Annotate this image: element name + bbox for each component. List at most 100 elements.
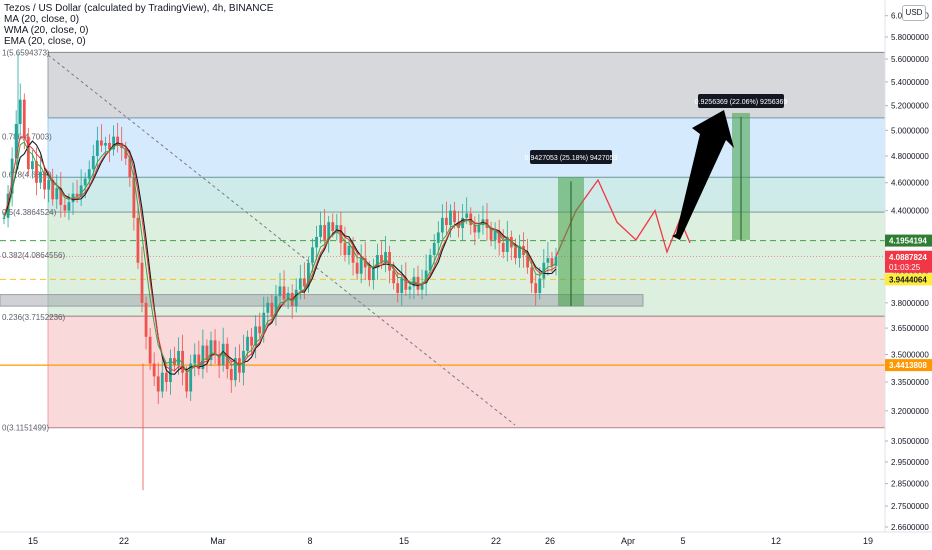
candle-body	[445, 217, 448, 226]
candle-body	[380, 255, 383, 263]
candle-body	[221, 343, 225, 366]
candle-body	[132, 177, 136, 218]
candle-body	[497, 230, 501, 243]
price-tag-upper-blue-line	[885, 234, 932, 247]
zone-blue-zone	[47, 117, 886, 178]
candle-body	[14, 124, 18, 159]
candle-body	[22, 99, 26, 137]
candle-body	[100, 140, 103, 146]
x-tick-label: 8	[307, 536, 312, 546]
candle-body	[26, 136, 30, 170]
x-tick-label: 15	[399, 536, 409, 546]
candle-body	[2, 217, 6, 219]
candle-body	[10, 158, 14, 194]
candle-body	[67, 202, 71, 211]
wma-line	[3, 136, 557, 373]
fib-label: 0.618(4.6388)	[2, 171, 52, 180]
y-tick-label: 4.4000000	[891, 207, 929, 216]
candle-body	[493, 230, 497, 240]
candle-body	[79, 185, 83, 197]
measure-label-2: 0.9256369 (22.06%) 9256369	[695, 99, 788, 106]
candle-body	[75, 193, 79, 197]
measure-label-1: 0.9427053 (25.18%) 9427053	[525, 155, 618, 162]
candle-body	[465, 213, 469, 218]
candle-body	[522, 245, 525, 256]
price-tag-text: 3.9444064	[889, 275, 927, 284]
candle-body	[262, 312, 266, 334]
candle-body	[331, 222, 335, 231]
candle-body	[392, 270, 396, 284]
candle-body	[270, 302, 274, 317]
price-tag-text: 3.4413808	[889, 361, 927, 370]
price-tag-yellow-line	[885, 273, 932, 286]
x-tick-label: Apr	[621, 536, 635, 546]
candle-body	[250, 336, 253, 346]
candle-body	[87, 169, 91, 179]
candle-body	[367, 267, 371, 281]
price-tag-countdown: 01:03:25	[889, 263, 921, 272]
candle-body	[18, 99, 22, 125]
y-tick-label: 3.2000000	[891, 407, 929, 416]
fib-label: 0(3.1151499)	[2, 424, 49, 433]
y-tick-label: 5.8000000	[891, 33, 929, 42]
candle-body	[347, 245, 351, 256]
measure-label-bg-1	[530, 150, 612, 164]
legend-ema: EMA (20, close, 0)	[4, 36, 86, 47]
candle-body	[209, 340, 213, 360]
candle-body	[156, 376, 160, 392]
candle-body	[282, 286, 286, 300]
candle-body	[229, 369, 233, 381]
candle-body	[233, 358, 237, 381]
x-tick-label: 15	[28, 536, 38, 546]
candle-body	[477, 225, 481, 233]
candle-body	[343, 242, 347, 256]
y-tick-label: 3.0500000	[891, 437, 929, 446]
candle-body	[554, 256, 558, 266]
fib-label: 0.236(3.7152236)	[2, 313, 66, 322]
price-tag-orange-line	[885, 359, 932, 372]
zone-grey-zone	[47, 51, 886, 119]
candle-body	[538, 278, 542, 293]
candle-body	[35, 161, 38, 183]
y-tick-label: 2.9500000	[891, 458, 929, 467]
zone-red-zone	[47, 315, 886, 429]
candle-body	[420, 283, 424, 290]
y-tick-label: 4.8000000	[891, 152, 929, 161]
y-tick-label: 2.8500000	[891, 480, 929, 489]
y-tick-label: 3.6500000	[891, 324, 929, 333]
candle-body	[518, 245, 521, 259]
candle-body	[124, 148, 128, 159]
fib-label: 0.382(4.0864556)	[2, 251, 66, 260]
y-tick-label: 3.3500000	[891, 378, 929, 387]
legend-wma: WMA (20, close, 0)	[4, 25, 89, 36]
candle-body	[428, 255, 432, 271]
candle-body	[63, 204, 67, 211]
candle-body	[315, 236, 318, 248]
candle-body	[424, 270, 428, 284]
y-tick-label: 5.4000000	[891, 78, 929, 87]
candle-body	[400, 278, 404, 293]
candle-body	[47, 179, 51, 190]
x-tick-label: 12	[771, 536, 781, 546]
candle-body	[514, 247, 517, 259]
candle-body	[43, 171, 46, 190]
candle-body	[363, 258, 367, 268]
x-tick-label: 19	[863, 536, 873, 546]
time-axis	[0, 532, 932, 550]
candle-body	[189, 363, 193, 392]
y-tick-label: 2.6600000	[891, 523, 929, 532]
candle-body	[311, 247, 314, 263]
candle-body	[436, 232, 440, 243]
currency-button[interactable]: USD	[902, 5, 926, 21]
candle-body	[546, 258, 550, 263]
candle-body	[201, 345, 205, 370]
candle-body	[351, 245, 355, 263]
candle-body	[388, 251, 391, 271]
candle-body	[323, 225, 327, 240]
price-tag-text: 4.0887824	[889, 253, 927, 262]
x-tick-label: 5	[680, 536, 685, 546]
candle-body	[128, 158, 132, 178]
candle-body	[432, 242, 436, 256]
